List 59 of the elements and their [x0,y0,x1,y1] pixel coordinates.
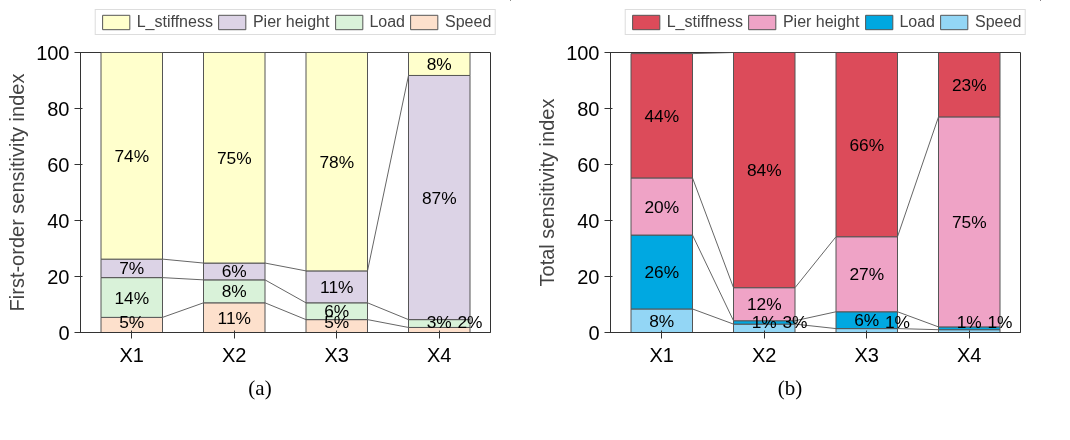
data-label: 8% [221,281,247,302]
data-label: 1% [987,312,1013,333]
y-tick-label: 80 [47,97,70,120]
y-tick-label: 20 [577,265,600,288]
legend-label: L_stiffness [666,13,743,31]
y-tick-label: 60 [47,153,70,176]
x-tick-label: X3 [854,343,879,366]
legend-label: Pier height [782,13,860,31]
y-axis-title: First-order sensitivity index [6,73,29,312]
data-label: 11% [217,307,251,328]
data-label: 75% [951,211,987,232]
data-label: 8% [649,310,675,331]
legend-label: Load [899,13,936,31]
y-tick-label: 0 [58,321,70,344]
x-tick-label: X2 [752,343,777,366]
y-tick-label: 60 [577,153,600,176]
data-label: 14% [114,287,150,308]
data-label: 74% [114,145,150,166]
data-label: 26% [644,262,680,283]
legend-label: Pier height [252,13,330,31]
y-tick-label: 0 [588,321,600,344]
data-label: 2% [457,312,483,333]
data-label: 6% [221,261,247,282]
data-label: 75% [216,147,252,168]
y-tick-label: 100 [36,41,70,64]
y-tick-label: 40 [47,209,70,232]
y-tick-label: 80 [577,97,600,120]
y-tick-label: 20 [47,265,70,288]
data-label: 12% [746,294,782,315]
x-tick-label: X1 [649,343,674,366]
data-label: 7% [119,258,145,279]
data-label: 5% [119,312,145,333]
text: (b) [777,375,803,402]
y-axis-title: Total sensitivity index [536,98,559,287]
y-tick-label: 100 [566,41,600,64]
legend-label: L_stiffness [136,13,213,31]
data-label: 84% [746,160,782,181]
data-label: 3% [782,312,808,333]
x-tick-label: X2 [222,343,247,366]
data-label: 66% [849,134,885,155]
x-tick-label: X1 [119,343,144,366]
data-label: 44% [644,105,680,126]
legend-label: Speed [445,13,492,31]
x-tick-label: X4 [427,343,452,366]
data-label: 1% [884,312,911,333]
data-label: 6% [854,310,880,331]
text: (a) [248,375,272,402]
data-label: 8% [426,53,452,74]
legend-label: Load [369,13,406,31]
data-label: 27% [849,264,885,285]
data-label: 23% [951,74,987,95]
data-label: 78% [319,151,355,172]
data-label: 87% [421,187,457,208]
x-tick-label: X3 [324,343,349,366]
x-tick-label: X4 [957,343,982,366]
data-label: 11% [320,276,354,297]
data-label: 20% [644,196,680,217]
legend-label: Speed [975,13,1022,31]
y-tick-label: 40 [577,209,600,232]
